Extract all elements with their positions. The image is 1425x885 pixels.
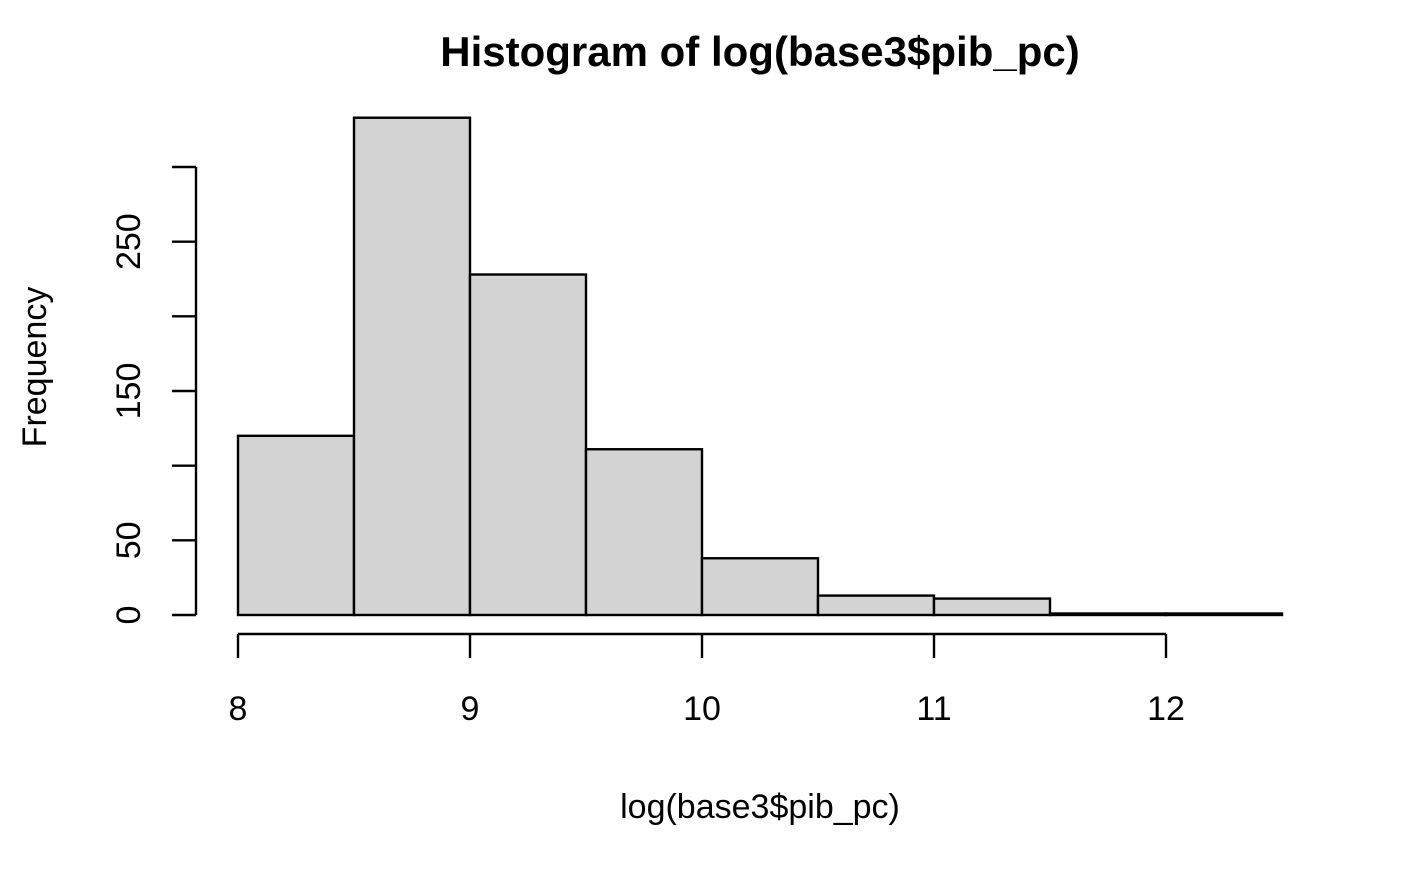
x-axis: 8 9 10 11 12 — [229, 632, 1185, 728]
chart-title: Histogram of log(base3$pib_pc) — [440, 28, 1079, 75]
y-tick-label: 250 — [110, 213, 148, 270]
histogram-bar — [816, 594, 936, 617]
y-axis: 0 50 150 250 — [110, 165, 198, 625]
y-tick-label: 0 — [110, 606, 148, 625]
histogram-bar — [1164, 612, 1284, 617]
x-tick-label: 12 — [1147, 690, 1185, 728]
bars-group — [236, 116, 1284, 617]
histogram-bar — [700, 557, 820, 617]
x-tick-label: 10 — [683, 690, 721, 728]
histogram-bar — [1048, 612, 1168, 617]
y-axis-label: Frequency — [16, 287, 54, 448]
x-tick-label: 11 — [916, 690, 951, 728]
y-tick-label: 50 — [110, 521, 148, 559]
histogram-bar — [236, 434, 356, 617]
x-tick-label: 8 — [229, 690, 248, 728]
x-tick-label: 9 — [461, 690, 480, 728]
y-tick-label: 150 — [110, 363, 148, 420]
x-axis-label: log(base3$pib_pc) — [620, 788, 900, 826]
histogram-bar — [352, 116, 472, 617]
histogram-bar — [584, 448, 704, 617]
histogram-bar — [468, 273, 588, 617]
histogram-bar — [932, 597, 1052, 617]
